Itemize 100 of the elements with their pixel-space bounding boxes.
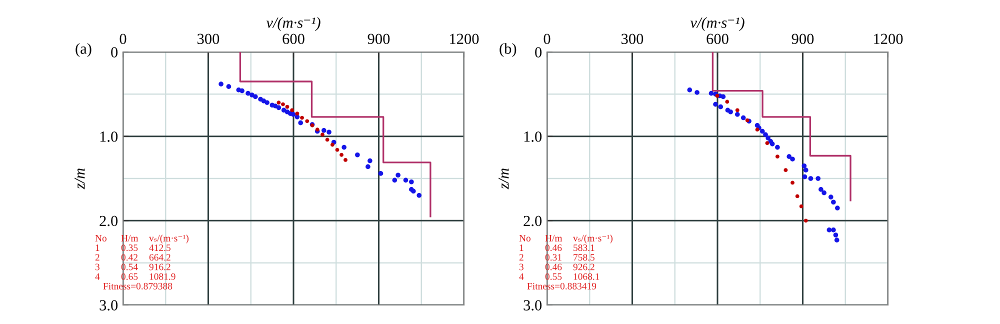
x-tick-label: 600: [282, 34, 304, 44]
point: [320, 132, 324, 137]
point: [766, 136, 770, 140]
point: [802, 163, 807, 168]
y-tick-label: 1.0: [100, 131, 118, 142]
point: [285, 104, 290, 109]
point: [300, 116, 304, 120]
point: [355, 152, 360, 158]
text: No H/m vₛ/(m·s⁻¹): [95, 234, 189, 244]
point: [822, 190, 826, 196]
point: [803, 168, 808, 172]
text: No H/m vₛ/(m·s⁻¹): [519, 234, 613, 244]
point: [725, 100, 730, 104]
point: [804, 218, 808, 223]
point: [378, 171, 384, 176]
point: [335, 148, 340, 152]
point: [344, 158, 348, 162]
text: 1 0.35 412.5: [96, 244, 170, 252]
point: [392, 178, 398, 183]
point: [276, 105, 282, 110]
y-tick-label: 3.0: [100, 300, 118, 311]
point: [366, 164, 370, 170]
x-tick-label: 0: [544, 34, 550, 44]
y-tick-label: 2.0: [100, 216, 118, 226]
x-tick-label: 300: [198, 34, 220, 44]
point: [818, 187, 824, 192]
point: [416, 192, 422, 198]
point: [795, 194, 800, 198]
point: [735, 108, 740, 112]
point: [816, 176, 820, 181]
x-tick-label: 1200: [450, 34, 479, 44]
point: [790, 156, 795, 162]
point: [826, 228, 832, 232]
point: [295, 112, 300, 116]
point: [740, 115, 746, 120]
point: [264, 100, 270, 106]
point: [403, 178, 408, 183]
point: [342, 144, 346, 150]
point: [687, 88, 692, 92]
point: [218, 82, 224, 86]
point: [322, 128, 326, 133]
point: [305, 119, 310, 124]
point: [290, 108, 294, 112]
point: [298, 120, 304, 126]
point: [281, 102, 285, 106]
point: [734, 112, 740, 117]
point: [340, 152, 344, 157]
point: [765, 141, 770, 146]
point: [368, 158, 372, 164]
point: [775, 154, 780, 159]
point: [802, 174, 808, 180]
point: [246, 90, 250, 96]
text: (b): [500, 43, 516, 57]
y-tick-label: 3.0: [524, 300, 542, 311]
x-tick-label: 600: [706, 34, 728, 44]
text: 3 0.46 926.2: [519, 264, 594, 270]
y-axis-title: z/m: [74, 168, 85, 190]
y-tick-label: 0: [111, 47, 118, 58]
y-tick-label: 0: [535, 47, 542, 58]
point: [831, 228, 836, 232]
point: [720, 94, 726, 100]
text: (a): [76, 43, 92, 57]
point: [396, 172, 400, 178]
point: [226, 84, 232, 89]
y-axis-title: z/m: [498, 168, 509, 190]
point: [290, 112, 296, 117]
x-axis-title: v/(m·s⁻¹): [266, 17, 320, 31]
point: [834, 238, 840, 242]
point: [775, 144, 780, 150]
annotation: Fitness=0.883419: [527, 282, 596, 290]
point: [760, 128, 765, 134]
y-tick-label: 2.0: [524, 216, 542, 226]
x-axis-title: v/(m·s⁻¹): [690, 17, 744, 31]
point: [325, 138, 330, 142]
text: 4 0.65 1081.9: [95, 273, 176, 280]
line-series: [239, 52, 432, 218]
x-tick-label: 900: [792, 34, 814, 44]
point: [253, 94, 258, 100]
point: [330, 142, 334, 147]
x-tick-label: 900: [368, 34, 390, 44]
point: [786, 154, 792, 159]
point: [799, 204, 804, 208]
point: [770, 142, 775, 146]
text: 4 0.55 1068.1: [519, 273, 600, 280]
text: 2 0.42 664.2: [95, 254, 170, 261]
point: [276, 100, 281, 105]
point: [718, 104, 724, 110]
point: [728, 109, 733, 114]
point: [784, 168, 788, 172]
point: [713, 102, 718, 107]
x-tick-label: 0: [120, 34, 126, 44]
point: [409, 179, 414, 184]
annotation: Fitness=0.879388: [103, 282, 172, 290]
point: [708, 90, 714, 96]
point: [808, 176, 814, 181]
point: [763, 132, 768, 138]
point: [272, 104, 278, 108]
point: [240, 88, 244, 94]
text: 2 0.31 758.5: [519, 254, 594, 261]
point: [831, 200, 836, 205]
